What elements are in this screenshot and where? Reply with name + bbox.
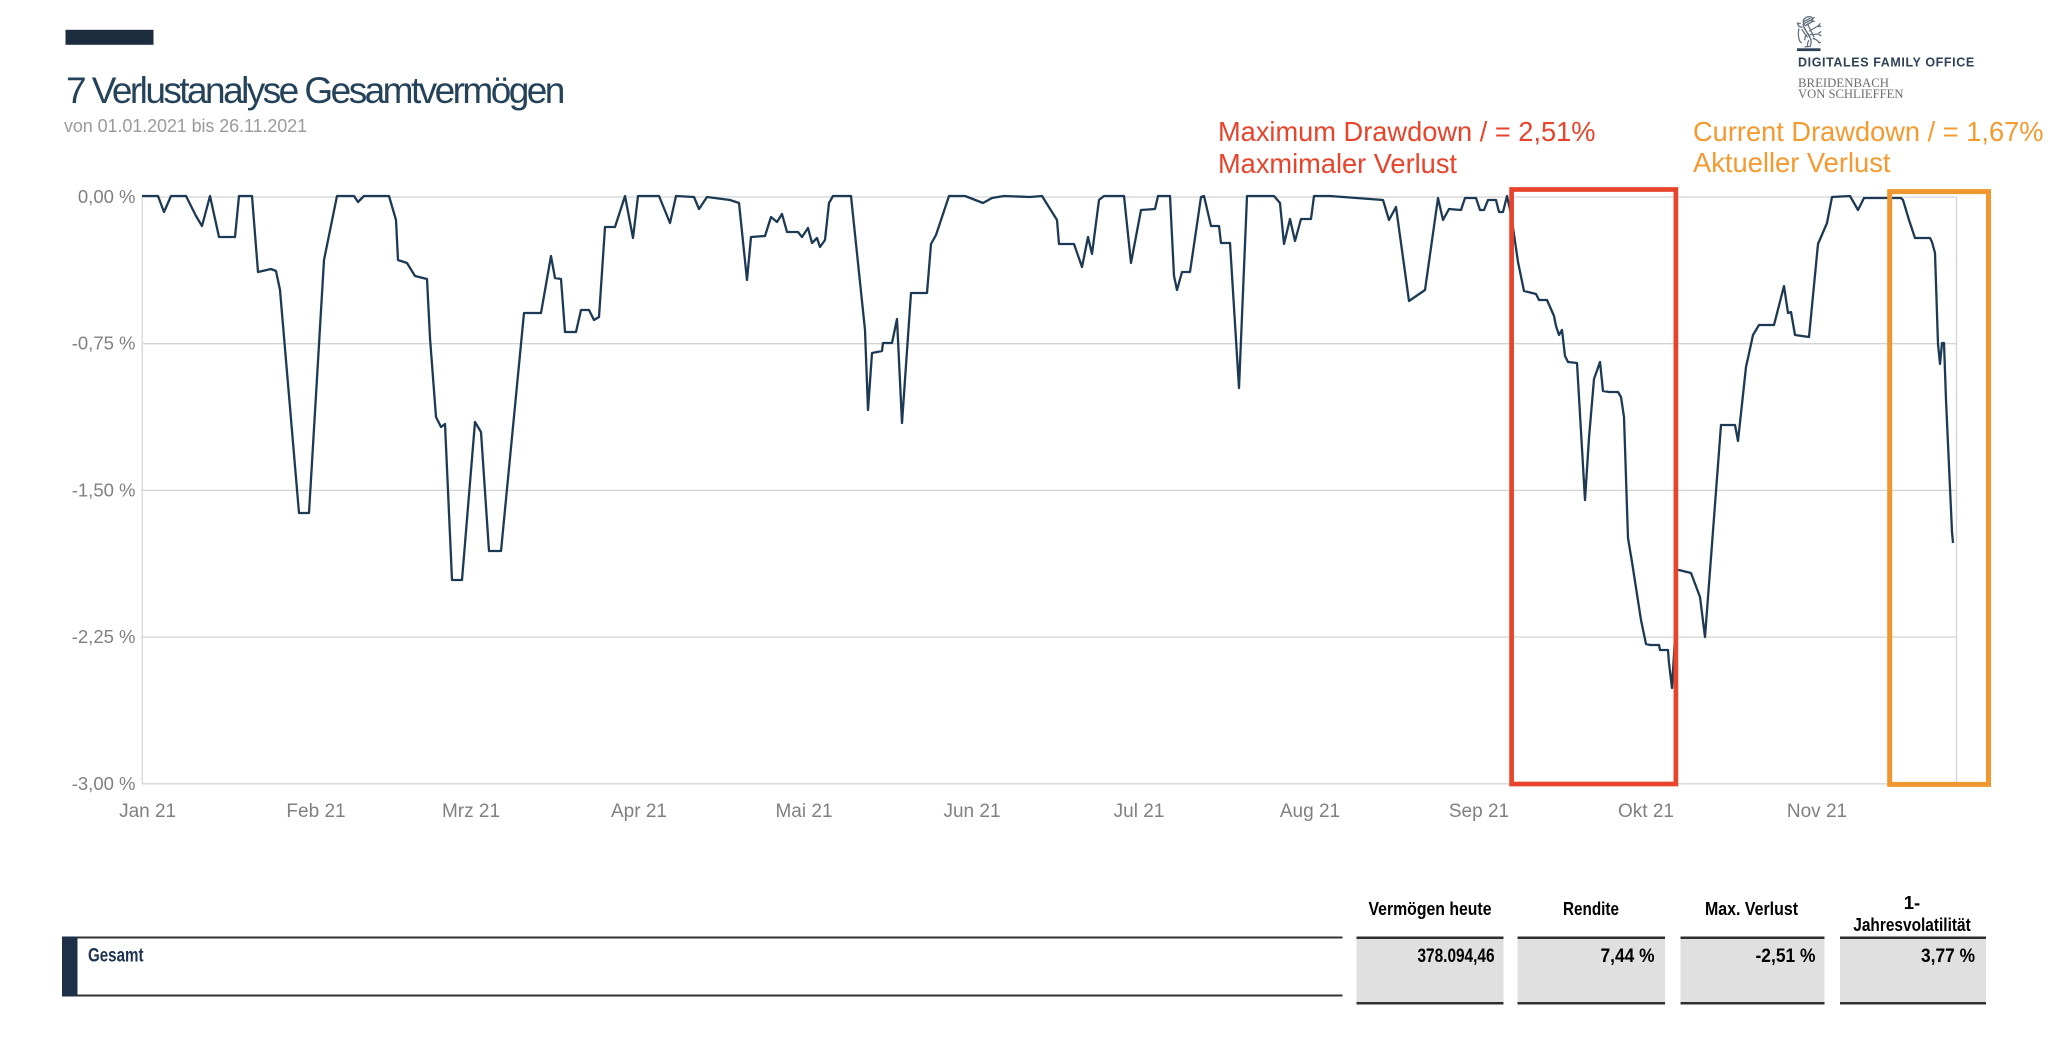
svg-text:0,00 %: 0,00 % [78, 186, 136, 207]
svg-text:Gesamt: Gesamt [88, 946, 144, 967]
svg-text:7 Verlustanalyse Gesamtvermöge: 7 Verlustanalyse Gesamtvermögen [66, 70, 564, 111]
svg-text:Aktueller Verlust: Aktueller Verlust [1693, 147, 1891, 178]
svg-text:-1,50 %: -1,50 % [72, 479, 136, 500]
svg-text:378.094,46: 378.094,46 [1418, 946, 1495, 967]
svg-text:3,77 %: 3,77 % [1921, 946, 1975, 967]
svg-text:Max. Verlust: Max. Verlust [1705, 898, 1798, 919]
svg-text:Apr 21: Apr 21 [611, 801, 667, 822]
svg-text:1-: 1- [1904, 892, 1920, 913]
svg-text:Mrz 21: Mrz 21 [442, 801, 500, 822]
svg-text:Nov 21: Nov 21 [1787, 801, 1847, 822]
svg-text:Aug 21: Aug 21 [1280, 801, 1340, 822]
svg-text:7,44 %: 7,44 % [1601, 946, 1655, 967]
svg-text:Feb 21: Feb 21 [286, 801, 345, 822]
svg-text:Vermögen heute: Vermögen heute [1369, 898, 1492, 919]
svg-text:Rendite: Rendite [1563, 898, 1619, 919]
svg-text:Current Drawdown / = 1,67%: Current Drawdown / = 1,67% [1693, 116, 2044, 147]
svg-text:VON SCHLIEFFEN: VON SCHLIEFFEN [1798, 87, 1904, 101]
svg-text:Mai 21: Mai 21 [775, 801, 832, 822]
svg-text:Jul 21: Jul 21 [1114, 801, 1165, 822]
svg-text:DIGITALES FAMILY OFFICE: DIGITALES FAMILY OFFICE [1798, 56, 1975, 70]
svg-text:BREIDENBACH: BREIDENBACH [1798, 76, 1889, 90]
svg-text:Sep 21: Sep 21 [1449, 801, 1509, 822]
svg-text:Jahresvolatilität: Jahresvolatilität [1853, 914, 1971, 935]
svg-text:Maxmimaler Verlust: Maxmimaler Verlust [1218, 148, 1457, 179]
svg-text:-2,25 %: -2,25 % [72, 626, 136, 647]
svg-text:Maximum Drawdown / = 2,51%: Maximum Drawdown / = 2,51% [1218, 116, 1596, 147]
svg-text:Jun 21: Jun 21 [943, 801, 1000, 822]
svg-text:-0,75 %: -0,75 % [72, 333, 136, 354]
svg-text:-2,51 %: -2,51 % [1756, 946, 1816, 967]
svg-text:-3,00 %: -3,00 % [72, 773, 136, 794]
svg-text:Jan 21: Jan 21 [119, 801, 176, 822]
svg-text:von 01.01.2021 bis 26.11.2021: von 01.01.2021 bis 26.11.2021 [64, 116, 307, 136]
svg-text:Okt 21: Okt 21 [1618, 801, 1674, 822]
